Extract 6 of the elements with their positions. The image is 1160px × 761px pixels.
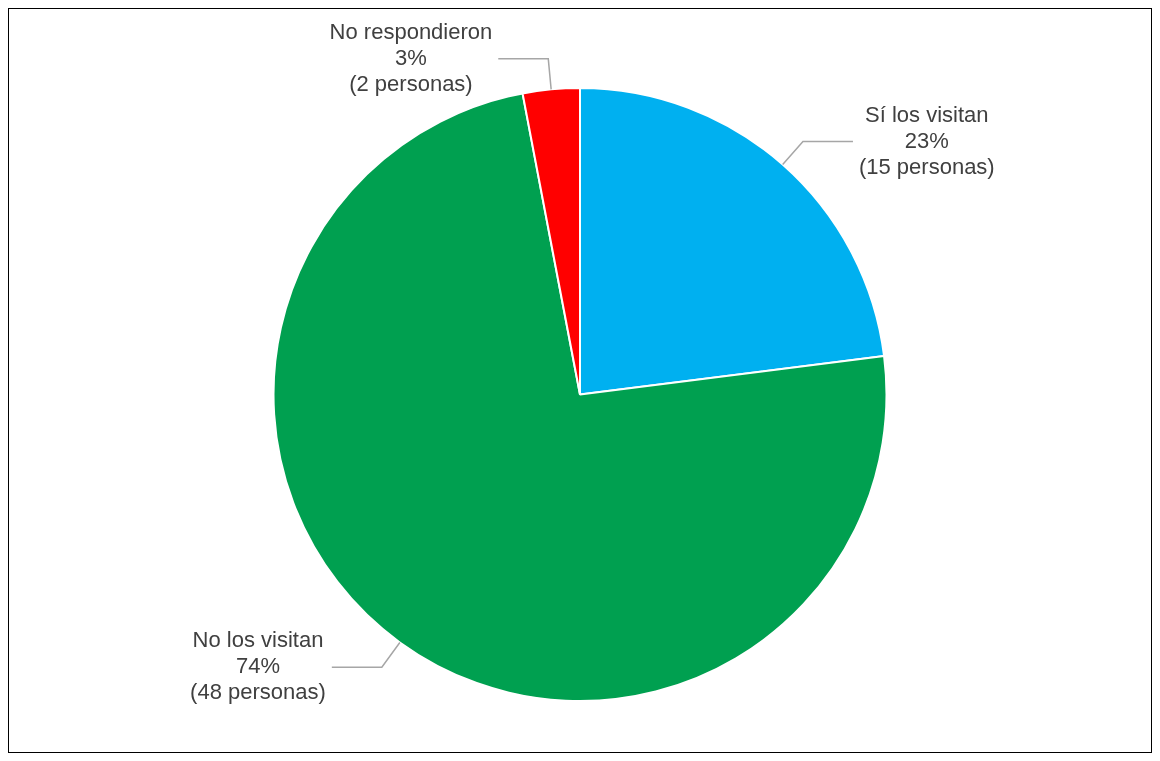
slice-label: Sí los visitan [865, 101, 989, 127]
slice-label: No respondieron [329, 18, 493, 44]
slice-label: No los visitan [192, 627, 324, 653]
data-label: 3% (2 personas) [349, 44, 473, 96]
data-label: 74% (48 personas) [190, 653, 326, 705]
data-label: 23% (15 personas) [858, 127, 995, 179]
